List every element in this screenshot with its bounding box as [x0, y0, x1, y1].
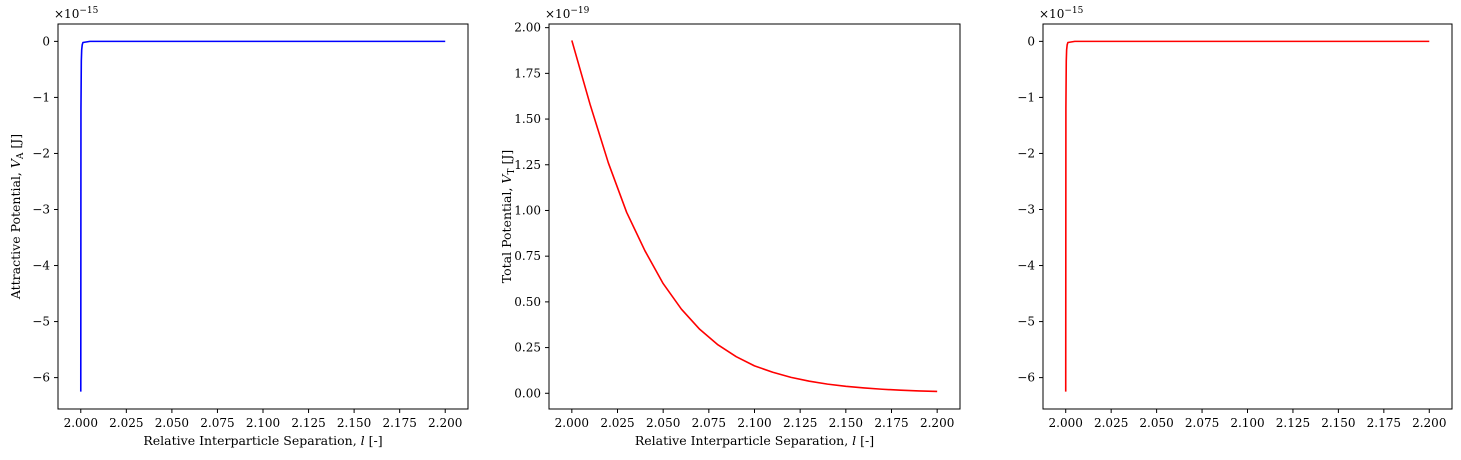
x-tick-label: 2.000 [1049, 416, 1083, 430]
y-tick-label: 0 [42, 34, 50, 48]
y-tick-label: −2 [32, 146, 50, 160]
y-tick-label: 0.50 [514, 295, 541, 309]
x-tick-label: 2.000 [64, 416, 98, 430]
y-tick-label: 1.75 [514, 66, 541, 80]
y-tick-label: −3 [1017, 202, 1035, 216]
x-tick-label: 2.125 [291, 416, 325, 430]
x-tick-label: 2.025 [109, 416, 143, 430]
y-tick-label: 1.25 [514, 158, 541, 172]
x-tick-label: 2.150 [1321, 416, 1355, 430]
x-tick-label: 2.200 [428, 416, 462, 430]
x-tick-label: 2.200 [1412, 416, 1446, 430]
x-tick-label: 2.100 [246, 416, 280, 430]
y-tick-label: −1 [1017, 90, 1035, 104]
x-axis-label: Relative Interparticle Separation, l [-] [143, 433, 382, 448]
x-tick-label: 2.000 [555, 416, 589, 430]
x-tick-label: 2.025 [600, 416, 634, 430]
y-tick-label: 0.00 [514, 386, 541, 400]
x-tick-label: 2.125 [1276, 416, 1310, 430]
x-tick-label: 2.025 [1094, 416, 1128, 430]
y-tick-label: 0.25 [514, 341, 541, 355]
plot-frame [1042, 23, 1453, 410]
y-axis-label: Attractive Potential, VA [J] [8, 134, 26, 300]
y-tick-label: −6 [1017, 371, 1035, 385]
x-tick-label: 2.100 [737, 416, 771, 430]
x-tick-label: 2.075 [692, 416, 726, 430]
y-tick-label: −5 [32, 315, 50, 329]
y-offset-multiplier: ×10−15 [54, 6, 99, 21]
y-tick-label: 1.50 [514, 112, 541, 126]
y-tick-label: −1 [32, 90, 50, 104]
y-offset-multiplier: ×10−15 [1039, 6, 1084, 21]
plot-frame [57, 23, 469, 410]
x-tick-label: 2.075 [1185, 416, 1219, 430]
x-tick-label: 2.150 [337, 416, 371, 430]
y-tick-label: −4 [32, 259, 50, 273]
y-tick-label: −3 [32, 202, 50, 216]
y-tick-label: −6 [32, 371, 50, 385]
y-tick-label: 0 [1027, 34, 1035, 48]
plot-frame [548, 23, 961, 410]
chart-panel-1: 2.000 2.025 2.050 2.075 2.100 2.125 2.150 2.175… [8, 6, 469, 448]
x-tick-label: 2.175 [874, 416, 908, 430]
x-tick-label: 2.050 [1139, 416, 1173, 430]
y-tick-label: 2.00 [514, 21, 541, 35]
y-tick-label: −5 [1017, 315, 1035, 329]
y-tick-label: 0.75 [514, 249, 541, 263]
x-tick-label: 2.100 [1230, 416, 1264, 430]
y-tick-label: −2 [1017, 146, 1035, 160]
y-axis-label: Total Potential, VT [J] [499, 150, 517, 283]
x-axis-label: Relative Interparticle Separation, l [-] [635, 433, 874, 448]
series-line-1-1 [79, 40, 446, 392]
x-tick-label: 2.175 [382, 416, 416, 430]
series-line-3-1 [1064, 40, 1430, 392]
x-tick-label: 2.200 [920, 416, 954, 430]
x-tick-label: 2.175 [1367, 416, 1401, 430]
x-tick-label: 2.075 [200, 416, 234, 430]
chart-panel-3: 2.000 2.025 2.050 2.075 2.100 2.125 2.150 2.175… [1017, 6, 1453, 430]
x-tick-label: 2.050 [646, 416, 680, 430]
y-tick-label: 1.00 [514, 203, 541, 217]
series-line-2-1 [571, 40, 938, 393]
x-tick-label: 2.150 [829, 416, 863, 430]
y-offset-multiplier: ×10−19 [545, 6, 590, 21]
y-tick-label: −4 [1017, 259, 1035, 273]
x-tick-label: 2.050 [155, 416, 189, 430]
chart-panel-2: 2.000 2.025 2.050 2.075 2.100 2.125 2.150 2.175… [499, 6, 961, 448]
x-tick-label: 2.125 [783, 416, 817, 430]
